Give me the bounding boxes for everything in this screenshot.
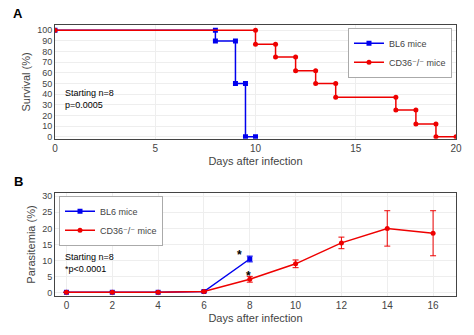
- svg-text:BL6 mice: BL6 mice: [100, 207, 138, 217]
- svg-text:14: 14: [382, 300, 394, 311]
- svg-text:30: 30: [42, 100, 52, 110]
- svg-text:2: 2: [110, 300, 116, 311]
- svg-text:50: 50: [42, 79, 52, 89]
- svg-text:16: 16: [428, 300, 440, 311]
- svg-text:B: B: [14, 174, 23, 189]
- svg-text:6: 6: [201, 300, 207, 311]
- svg-text:80: 80: [42, 47, 52, 57]
- svg-text:Parasitemia (%): Parasitemia (%): [25, 205, 37, 283]
- svg-text:Starting n=8*p<0.0001: Starting n=8*p<0.0001: [65, 252, 114, 274]
- svg-text:100: 100: [37, 25, 52, 35]
- svg-text:5: 5: [152, 143, 158, 154]
- svg-text:5: 5: [47, 272, 52, 282]
- svg-text:8: 8: [247, 300, 253, 311]
- svg-text:70: 70: [42, 57, 52, 67]
- svg-text:0: 0: [64, 300, 70, 311]
- svg-text:12: 12: [336, 300, 348, 311]
- svg-text:10: 10: [250, 143, 262, 154]
- svg-text:CD36⁻/⁻ mice: CD36⁻/⁻ mice: [100, 226, 157, 236]
- svg-text:25: 25: [42, 207, 52, 217]
- svg-text:90: 90: [42, 36, 52, 46]
- svg-text:CD36⁻/⁻ mice: CD36⁻/⁻ mice: [389, 58, 446, 68]
- svg-text:20: 20: [42, 224, 52, 234]
- svg-text:*: *: [246, 269, 251, 283]
- svg-text:15: 15: [350, 143, 362, 154]
- svg-text:10: 10: [42, 256, 52, 266]
- svg-text:40: 40: [42, 89, 52, 99]
- svg-text:Starting n=8p=0.0005: Starting n=8p=0.0005: [65, 88, 114, 110]
- svg-text:15: 15: [42, 240, 52, 250]
- svg-text:Survival (%): Survival (%): [20, 52, 32, 111]
- svg-text:20: 20: [42, 111, 52, 121]
- svg-text:Days after infection: Days after infection: [208, 312, 302, 324]
- svg-text:10: 10: [42, 121, 52, 131]
- svg-text:60: 60: [42, 68, 52, 78]
- svg-text:0: 0: [52, 143, 58, 154]
- svg-text:4: 4: [155, 300, 161, 311]
- svg-text:10: 10: [290, 300, 302, 311]
- svg-text:*: *: [237, 248, 242, 262]
- svg-text:0: 0: [47, 288, 52, 298]
- svg-text:A: A: [13, 6, 23, 21]
- svg-text:30: 30: [42, 191, 52, 201]
- svg-text:0: 0: [47, 132, 52, 142]
- svg-text:BL6 mice: BL6 mice: [389, 39, 427, 49]
- svg-text:Days after infection: Days after infection: [208, 155, 302, 167]
- svg-text:20: 20: [450, 143, 462, 154]
